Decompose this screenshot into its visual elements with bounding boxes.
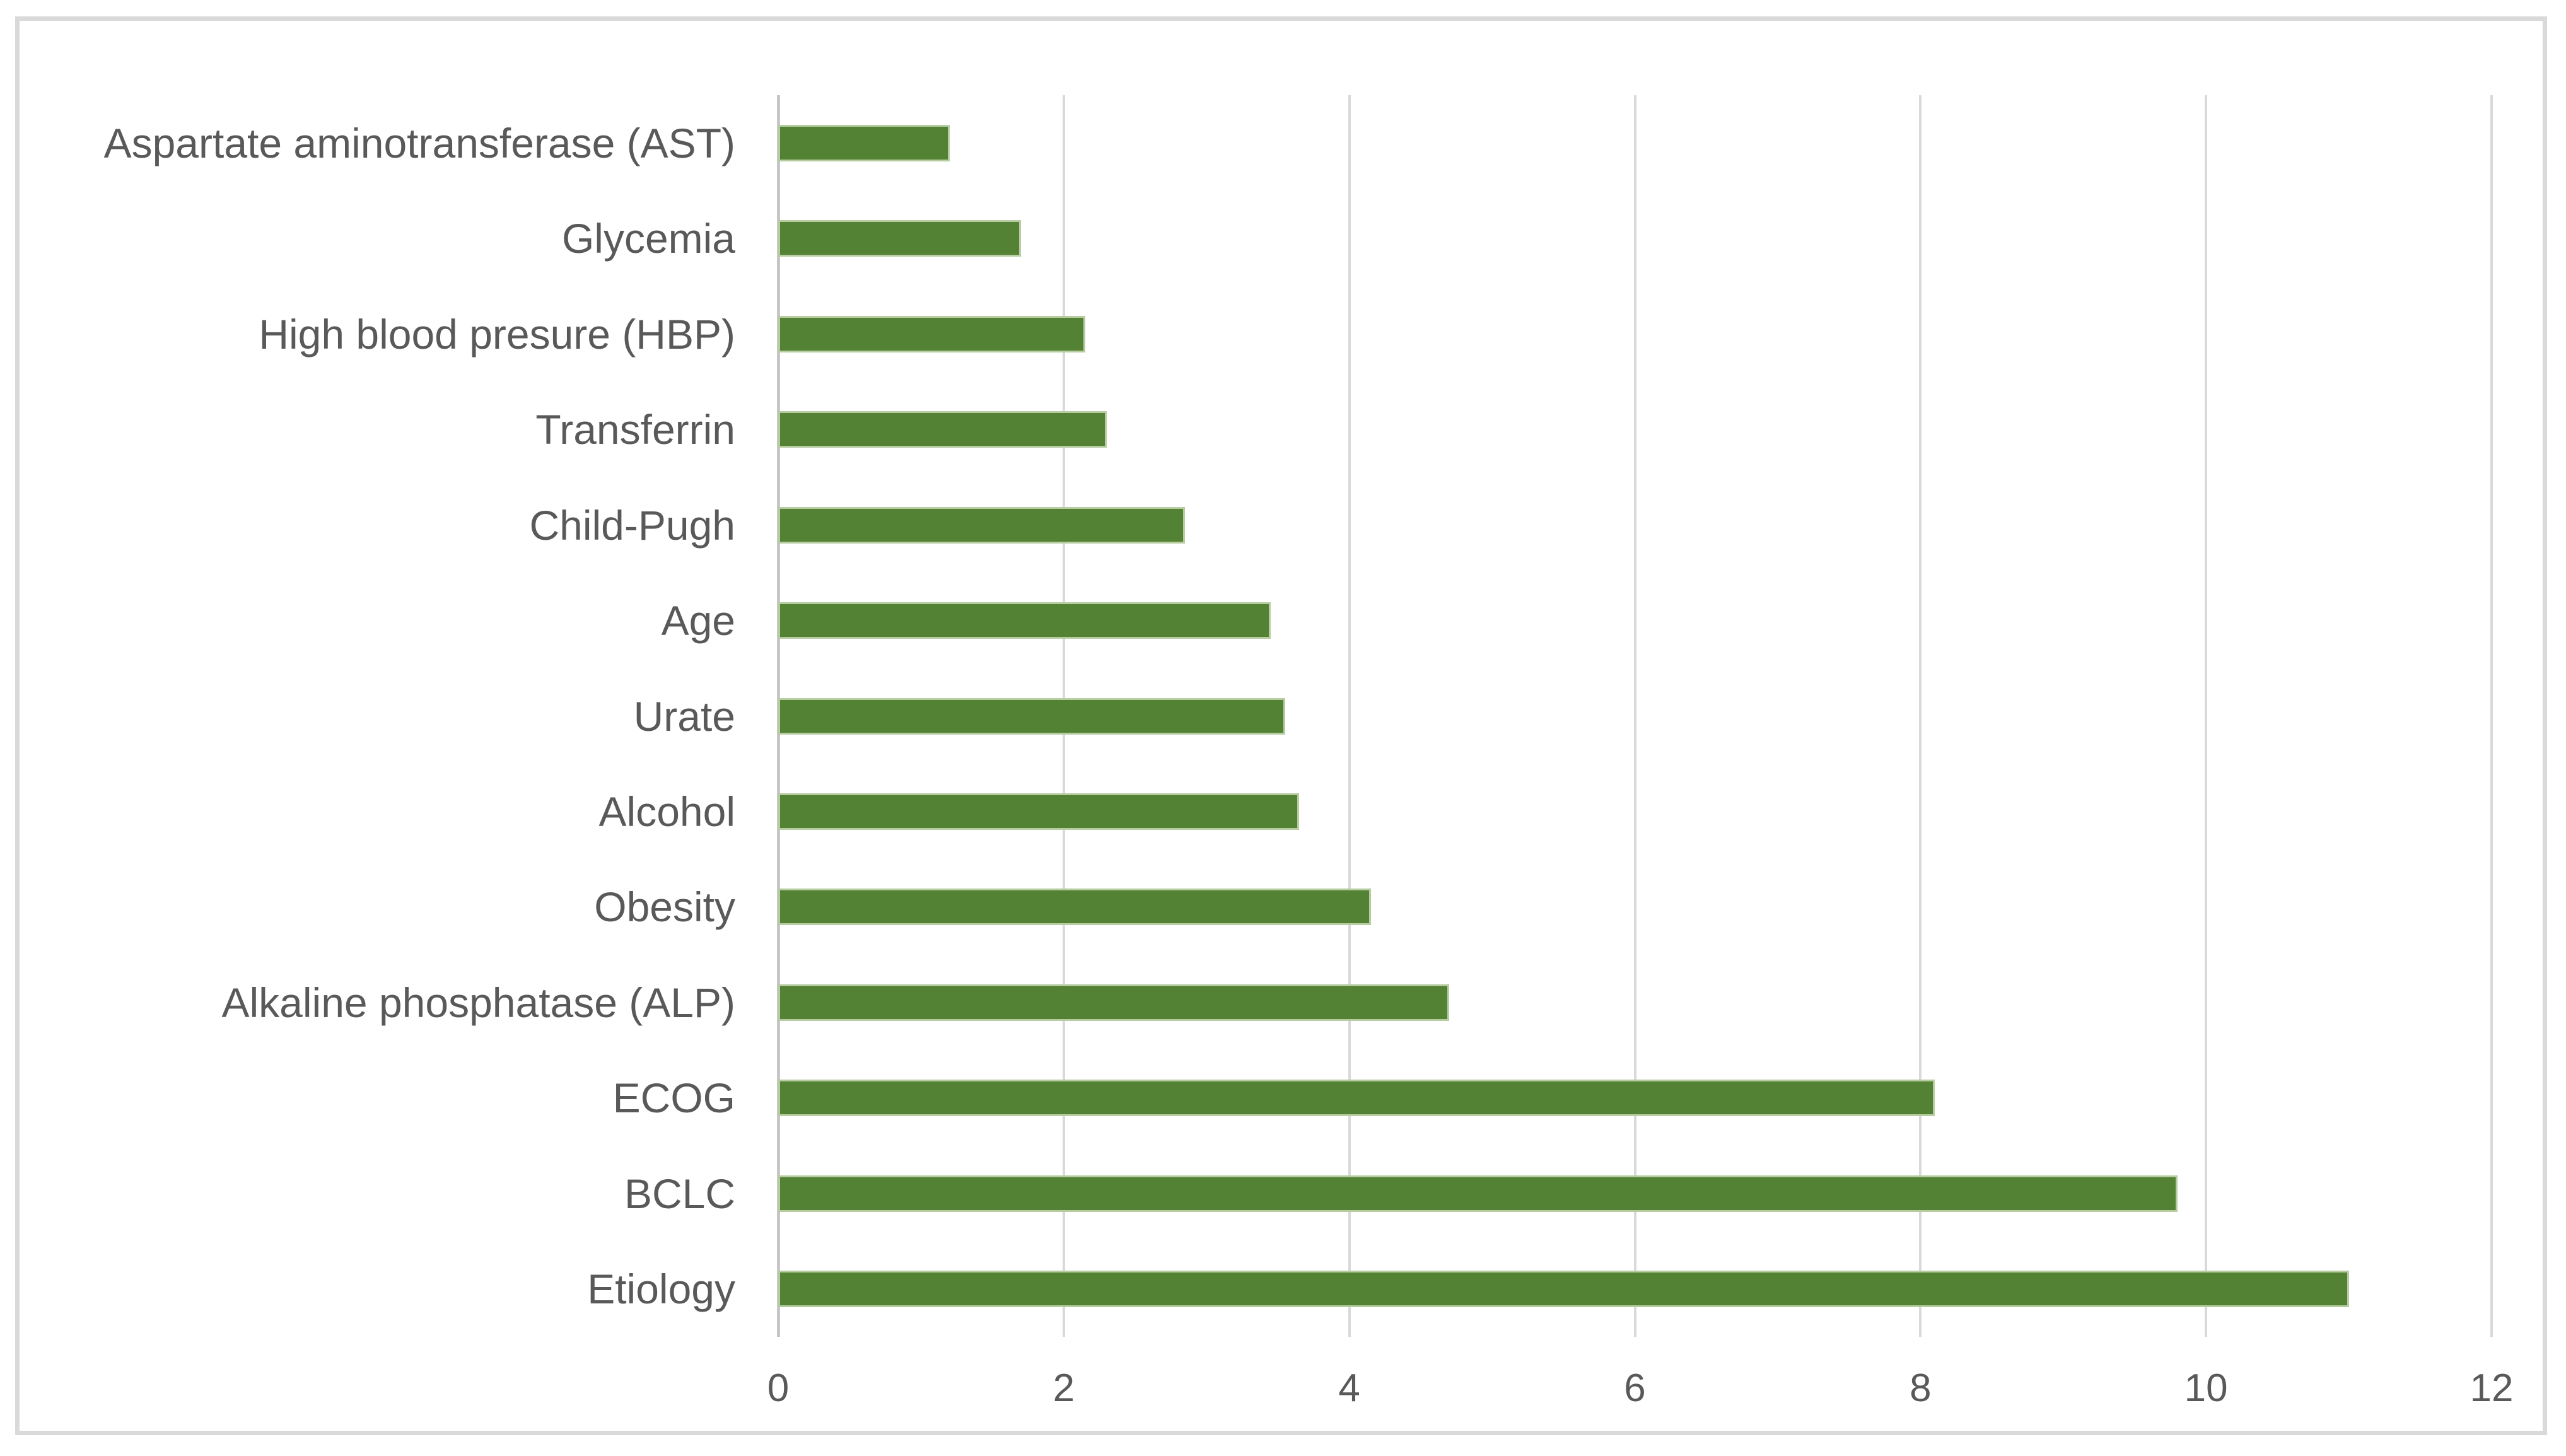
category-label: Age [661, 597, 735, 644]
bar-alcohol [778, 793, 1300, 830]
bar-ecog [778, 1080, 1935, 1117]
category-label: BCLC [624, 1170, 735, 1217]
category-label: Obesity [594, 883, 735, 931]
bar-child-pugh [778, 506, 1186, 544]
bar-glycemia [778, 220, 1021, 257]
category-label: Glycemia [561, 215, 735, 262]
category-label: Etiology [587, 1266, 735, 1313]
bar-etiology [778, 1271, 2349, 1308]
bar-row [778, 668, 2492, 764]
category-label: Alcohol [598, 788, 735, 836]
category-label: Alkaline phosphatase (ALP) [221, 979, 736, 1026]
bar-row [778, 1146, 2492, 1241]
bar-row [778, 764, 2492, 859]
bars-group [778, 95, 2492, 1337]
x-axis-tick-label: 10 [2184, 1366, 2228, 1410]
x-axis-tick-label: 6 [1624, 1366, 1646, 1410]
x-axis-tick-label: 0 [767, 1366, 790, 1410]
bar-row [778, 190, 2492, 286]
bar-obesity [778, 888, 1371, 926]
plot-area [777, 95, 2493, 1337]
bar-row [778, 1051, 2492, 1146]
x-axis-tick-label: 4 [1338, 1366, 1360, 1410]
x-axis-tick-labels: 0 2 4 6 8 10 12 [767, 1360, 2514, 1417]
x-axis-tick-label: 12 [2470, 1366, 2514, 1410]
bar-row [778, 859, 2492, 955]
x-gridline [2205, 95, 2208, 1337]
y-axis-category-labels: Aspartate aminotransferase (AST) Glycemia… [20, 95, 735, 1337]
category-label: Aspartate aminotransferase (AST) [103, 119, 735, 166]
x-gridline [2490, 95, 2493, 1337]
x-gridline [1348, 95, 1351, 1337]
bar-high-blood-presure-hbp [778, 315, 1085, 352]
category-label: Urate [633, 692, 735, 740]
bar-row [778, 95, 2492, 190]
bar-row [778, 477, 2492, 573]
x-gridline [1633, 95, 1636, 1337]
x-gridline [1919, 95, 1922, 1337]
bar-row [778, 1242, 2492, 1337]
bar-row [778, 573, 2492, 668]
x-axis-tick-label: 8 [1910, 1366, 1932, 1410]
bar-age [778, 602, 1271, 639]
category-label: Transferrin [535, 406, 735, 453]
bar-row [778, 381, 2492, 477]
chart-frame: Aspartate aminotransferase (AST) Glycemia… [15, 16, 2547, 1435]
bar-alkaline-phosphatase-alp [778, 984, 1450, 1021]
bar-transferrin [778, 411, 1107, 448]
category-label: Child-Pugh [529, 501, 735, 549]
bar-row [778, 286, 2492, 381]
bar-row [778, 955, 2492, 1050]
x-axis-tick-label: 2 [1053, 1366, 1075, 1410]
bar-urate [778, 697, 1285, 735]
bar-bclc [778, 1175, 2178, 1212]
bar-aspartate-aminotransferase-ast [778, 124, 950, 161]
category-label: High blood presure (HBP) [259, 310, 735, 358]
category-label: ECOG [612, 1075, 735, 1122]
